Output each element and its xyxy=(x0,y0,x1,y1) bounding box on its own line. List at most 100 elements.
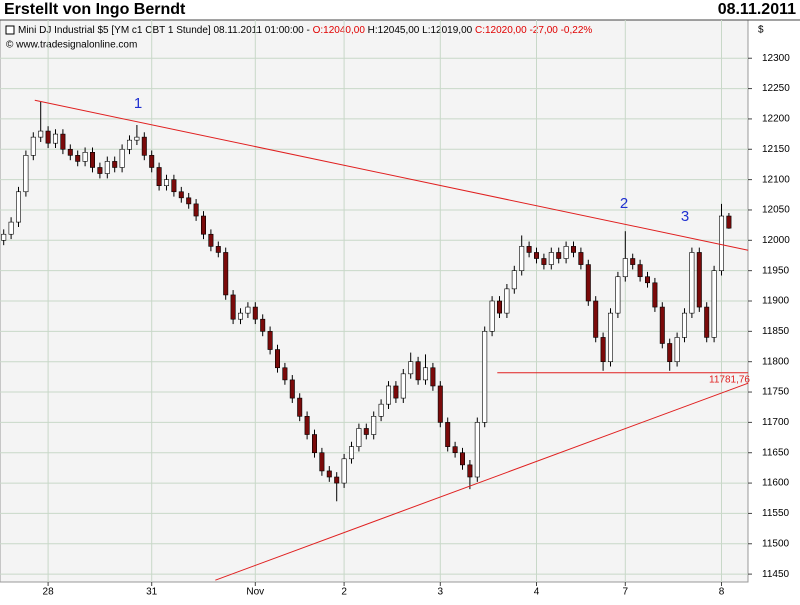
trend-line xyxy=(215,382,749,581)
candle-body xyxy=(615,276,621,314)
candle-body xyxy=(696,252,702,308)
candle-body xyxy=(267,331,273,350)
candle-body xyxy=(726,215,732,229)
support-label: 11781,76 xyxy=(709,374,750,385)
date: 08.11.2011 xyxy=(718,1,796,18)
y-axis-label: $ xyxy=(758,25,764,36)
candle-body xyxy=(593,300,599,338)
candle-body xyxy=(326,470,332,478)
candle-body xyxy=(541,258,547,265)
candle-body xyxy=(178,191,184,199)
candle-body xyxy=(134,136,140,141)
candle-body xyxy=(659,306,665,344)
candle-body xyxy=(533,252,539,259)
trend-line xyxy=(34,99,749,251)
x-tick-label: 7 xyxy=(623,587,629,598)
candle-body xyxy=(223,252,229,296)
info-close: C:12020,00 -27,00 -0,22% xyxy=(475,25,592,36)
candle-body xyxy=(208,233,214,247)
candle-body xyxy=(348,446,354,460)
candle-body xyxy=(52,133,58,144)
candle-body xyxy=(467,464,473,478)
wave-label: 3 xyxy=(681,208,689,225)
candle-body xyxy=(274,349,280,369)
candle-body xyxy=(674,337,680,362)
candle-body xyxy=(607,312,613,362)
candle-body xyxy=(718,215,724,271)
candle-body xyxy=(630,258,636,265)
candle-body xyxy=(415,361,421,381)
candle-body xyxy=(282,367,288,381)
candle-body xyxy=(704,306,710,338)
candle-body xyxy=(30,136,36,156)
candle-body xyxy=(149,155,155,168)
candle-body xyxy=(667,343,673,362)
candle-body xyxy=(245,306,251,314)
candle-body xyxy=(385,385,391,405)
candle-body xyxy=(104,161,110,174)
candle-body xyxy=(408,361,414,375)
wave-label: 2 xyxy=(620,195,628,212)
source: © www.tradesignalonline.com xyxy=(6,40,137,51)
y-tick-label: 12200 xyxy=(762,114,790,125)
candle-body xyxy=(563,246,569,259)
candle-body xyxy=(319,452,325,472)
candle-body xyxy=(474,422,480,478)
candle-body xyxy=(637,264,643,278)
x-tick-label: 4 xyxy=(534,587,540,598)
y-tick-label: 11700 xyxy=(762,417,790,428)
candle-body xyxy=(297,397,303,417)
y-tick-label: 12250 xyxy=(762,83,790,94)
wave-label: 1 xyxy=(134,95,142,112)
y-tick-label: 12000 xyxy=(762,235,790,246)
candle-body xyxy=(578,252,584,265)
candle-body xyxy=(304,416,310,435)
y-tick-label: 12300 xyxy=(762,53,790,64)
candle-body xyxy=(371,416,377,435)
candle-body xyxy=(75,155,81,162)
info-icon xyxy=(5,25,15,35)
candle-body xyxy=(215,246,221,253)
candle-body xyxy=(311,434,317,454)
candle-body xyxy=(334,476,340,484)
candle-body xyxy=(422,367,428,381)
info-hl: H:12045,00 L:12019,00 xyxy=(365,25,475,36)
candle-body xyxy=(556,252,562,259)
x-tick-label: 31 xyxy=(146,587,158,598)
candle-body xyxy=(519,246,525,271)
candle-body xyxy=(445,422,451,447)
candle-body xyxy=(711,270,717,338)
candle-body xyxy=(437,385,443,423)
candle-body xyxy=(489,300,495,332)
y-tick-label: 11950 xyxy=(762,265,790,276)
candle-body xyxy=(393,385,399,399)
candle-body xyxy=(504,288,510,314)
y-tick-label: 12100 xyxy=(762,174,790,185)
candle-body xyxy=(511,270,517,290)
candle-body xyxy=(15,191,21,223)
candle-body xyxy=(127,139,133,150)
candle-body xyxy=(193,203,199,217)
candle-body xyxy=(452,446,458,454)
y-tick-label: 11650 xyxy=(762,447,790,458)
x-tick-label: 3 xyxy=(438,587,444,598)
candle-body xyxy=(238,312,244,320)
y-tick-label: 11800 xyxy=(762,356,790,367)
candle-body xyxy=(644,276,650,284)
candle-body xyxy=(600,337,606,362)
candle-body xyxy=(378,403,384,417)
candle-body xyxy=(260,318,266,332)
candle-body xyxy=(652,282,658,308)
info-text: Mini DJ Industrial $5 [YM c1 CBT 1 Stund… xyxy=(18,25,313,36)
x-tick-label: Nov xyxy=(246,587,264,598)
candle-body xyxy=(526,246,532,253)
candle-body xyxy=(45,130,51,144)
candle-body xyxy=(164,179,170,186)
candle-body xyxy=(141,136,147,156)
y-tick-label: 11900 xyxy=(762,296,790,307)
candle-body xyxy=(681,312,687,338)
y-tick-label: 11500 xyxy=(762,538,790,549)
candle-body xyxy=(689,252,695,314)
